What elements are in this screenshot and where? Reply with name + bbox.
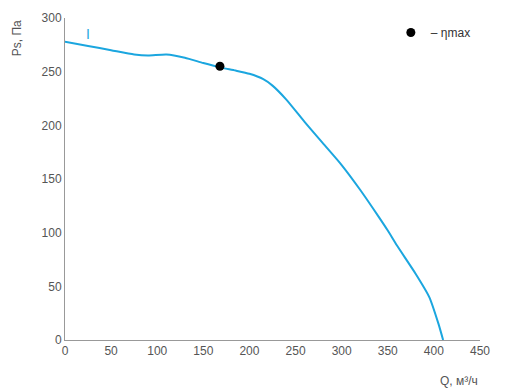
svg-text:450: 450	[470, 344, 490, 358]
svg-text:50: 50	[104, 344, 118, 358]
svg-text:300: 300	[42, 11, 62, 25]
svg-text:0: 0	[62, 344, 69, 358]
svg-text:150: 150	[42, 172, 62, 186]
svg-text:I: I	[86, 26, 90, 42]
svg-text:100: 100	[147, 344, 167, 358]
svg-text:400: 400	[424, 344, 444, 358]
svg-text:– ηmax: – ηmax	[431, 26, 470, 40]
svg-text:300: 300	[332, 344, 352, 358]
svg-text:250: 250	[42, 65, 62, 79]
svg-text:Ps, Па: Ps, Па	[10, 20, 24, 56]
svg-text:250: 250	[286, 344, 306, 358]
svg-text:50: 50	[48, 280, 62, 294]
svg-text:0: 0	[55, 333, 62, 347]
svg-text:200: 200	[42, 119, 62, 133]
svg-text:200: 200	[239, 344, 259, 358]
svg-text:150: 150	[193, 344, 213, 358]
svg-text:350: 350	[378, 344, 398, 358]
svg-text:100: 100	[42, 226, 62, 240]
svg-text:Q, м³/ч: Q, м³/ч	[440, 374, 478, 388]
